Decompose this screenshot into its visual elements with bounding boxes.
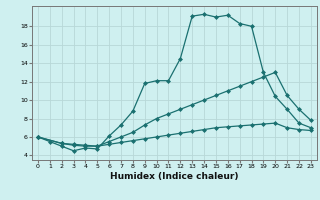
X-axis label: Humidex (Indice chaleur): Humidex (Indice chaleur) bbox=[110, 172, 239, 181]
